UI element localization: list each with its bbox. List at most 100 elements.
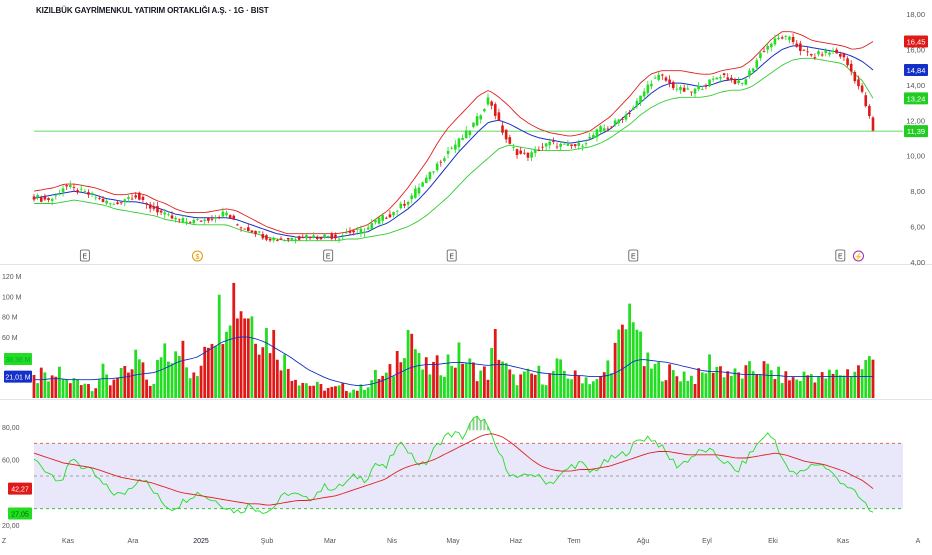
volume-bar [719,366,722,398]
volume-bar [286,368,290,398]
volume-bar [551,371,555,398]
volume-bar [726,371,730,398]
candle-body [374,219,377,223]
x-axis-label: Mar [324,538,337,545]
candle-body [87,192,90,195]
price-axis-tick: 12,00 [906,116,925,125]
volume-bar [802,371,806,398]
volume-bar [116,377,119,398]
volume-bar [599,375,602,398]
candle-body [839,53,842,57]
candle-body [479,115,483,120]
candle-body [733,79,737,84]
candle-body [526,152,530,158]
candle-body [417,187,421,194]
candle-body [806,51,809,53]
candle-body [345,232,348,234]
volume-bar [798,381,802,398]
volume-bar [533,374,537,398]
volume-bar [864,360,868,398]
volume-bar [813,382,817,398]
price-label-bg [904,35,928,48]
volume-bar [272,329,276,398]
volume-bar [686,380,690,398]
volume-bar [515,385,519,398]
volume-bar [374,369,377,398]
volume-bar [857,365,860,398]
volume-bar [58,366,61,398]
volume-bar [443,376,446,398]
price-axis-tick: 18,00 [906,10,925,19]
volume-bar [428,374,432,398]
candle-body [686,88,690,90]
candle-body [704,85,708,87]
volume-bar [377,378,381,398]
candle-body [377,217,381,224]
earnings-event-icon [323,249,334,262]
volume-bar [468,358,472,398]
candle-body [305,234,308,239]
volume-bar [76,379,79,398]
candle-body [599,126,602,132]
volume-bar [784,371,788,398]
volume-bar [504,363,508,398]
volume-bar [177,356,181,398]
volume-bar [326,387,330,398]
candle-body [628,113,631,115]
candle-body [682,87,686,92]
candle-body [210,218,214,220]
candle-body [79,188,83,190]
candle-body [868,105,871,117]
volume-bar [192,372,196,398]
volume-bar [577,375,581,398]
candle-body [65,185,68,187]
price-axis-tick: 14,00 [906,81,925,90]
volume-bar [163,343,167,398]
volume-bar [108,385,112,398]
volume-bar [617,329,621,398]
volume-bar [323,390,326,398]
volume-bar [185,367,188,398]
candle-body [493,104,497,116]
candle-body [72,187,76,188]
volume-bar [145,379,148,398]
volume-bar [871,359,875,398]
volume-bar [196,376,199,398]
volume-bar [370,380,374,398]
candle-body [780,37,784,39]
candle-body [584,143,588,145]
volume-bar [537,365,541,398]
candle-body [744,79,748,85]
candle-body [159,210,163,213]
candle-body [108,203,112,205]
candle-body [541,146,544,148]
x-axis-label: Eyl [702,538,712,545]
volume-bar [817,376,820,398]
volume-bar [384,372,388,398]
volume-bar [733,368,737,398]
volume-bar [682,371,686,398]
volume-bar [334,386,337,398]
earnings-event-label: E [631,254,636,261]
volume-bar [809,374,813,398]
candle-body [533,149,537,153]
candle-body [671,82,675,89]
volume-bar [831,373,835,398]
rsi-overbought-fill [468,416,489,431]
candle-body [690,91,693,93]
volume-bar [239,311,243,398]
candle-body [820,54,824,56]
volume-bar [595,379,599,398]
dividend-event-label: $ [195,254,199,261]
volume-bar [359,384,363,398]
volume-bar [508,369,512,398]
candle-body [788,36,791,40]
candle-body [279,238,283,240]
candle-body [555,146,559,148]
volume-bar [148,385,152,398]
volume-bar [413,349,417,398]
volume-bar [294,379,297,398]
x-axis-label: Haz [510,538,523,545]
